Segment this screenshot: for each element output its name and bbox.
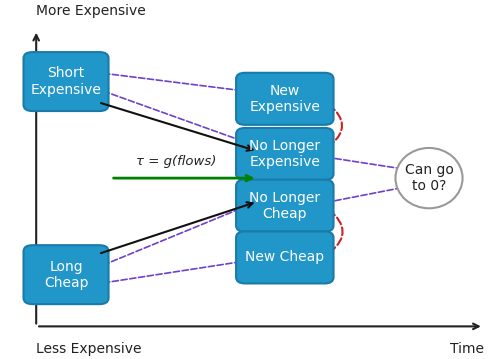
- FancyBboxPatch shape: [236, 180, 334, 232]
- Text: No Longer
Cheap: No Longer Cheap: [249, 191, 320, 221]
- FancyArrowPatch shape: [104, 260, 253, 283]
- Text: Can go
to 0?: Can go to 0?: [404, 163, 454, 193]
- FancyArrowPatch shape: [329, 105, 342, 145]
- FancyBboxPatch shape: [236, 128, 334, 180]
- Text: No Longer
Expensive: No Longer Expensive: [249, 139, 320, 169]
- Text: Short
Expensive: Short Expensive: [30, 66, 102, 97]
- FancyBboxPatch shape: [24, 52, 108, 111]
- FancyArrowPatch shape: [104, 73, 253, 92]
- FancyArrowPatch shape: [326, 157, 402, 169]
- Text: Time: Time: [450, 342, 484, 356]
- Text: Less Expensive: Less Expensive: [36, 342, 142, 356]
- Text: Long
Cheap: Long Cheap: [44, 260, 88, 290]
- Text: τ = g(flows): τ = g(flows): [136, 155, 216, 168]
- Text: More Expensive: More Expensive: [36, 4, 146, 18]
- FancyBboxPatch shape: [24, 245, 108, 304]
- FancyBboxPatch shape: [236, 232, 334, 284]
- Text: New Cheap: New Cheap: [245, 251, 324, 265]
- FancyArrowPatch shape: [104, 91, 254, 145]
- FancyArrowPatch shape: [326, 187, 402, 202]
- Ellipse shape: [396, 148, 462, 208]
- FancyArrowPatch shape: [104, 203, 254, 265]
- Text: New
Expensive: New Expensive: [250, 84, 320, 114]
- FancyArrowPatch shape: [329, 210, 342, 252]
- FancyBboxPatch shape: [236, 73, 334, 125]
